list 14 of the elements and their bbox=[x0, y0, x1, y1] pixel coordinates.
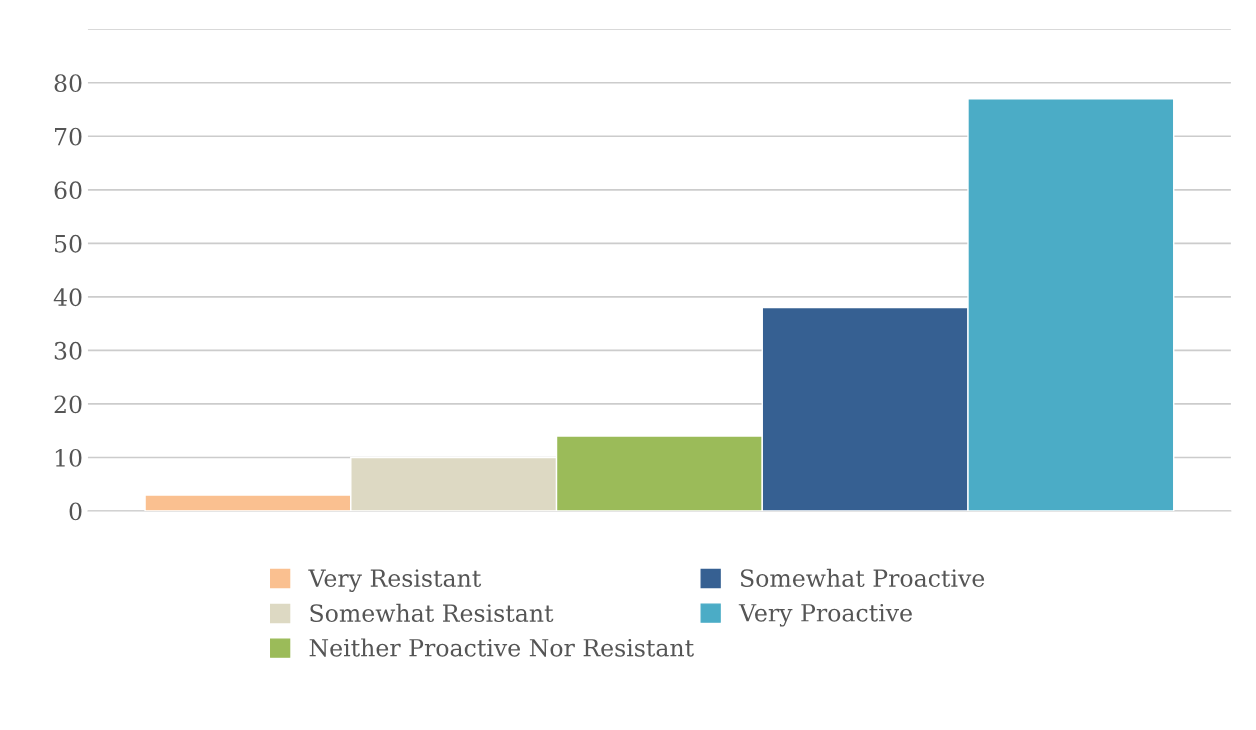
legend-label: Somewhat Resistant bbox=[310, 603, 554, 623]
legend-label: Somewhat Proactive bbox=[740, 568, 985, 588]
y-tick-label: 10 bbox=[55, 448, 82, 467]
y-tick-label: 80 bbox=[54, 74, 82, 93]
y-tick-label: 0 bbox=[69, 502, 82, 521]
legend-label: Very Resistant bbox=[308, 569, 482, 592]
y-tick-label: 60 bbox=[54, 181, 82, 200]
legend-label: Neither Proactive Nor Resistant bbox=[309, 638, 694, 657]
y-tick-label: 70 bbox=[55, 127, 82, 146]
y-tick-label: 20 bbox=[54, 395, 82, 414]
y-tick-label: 30 bbox=[54, 341, 82, 360]
y-tick-label: 50 bbox=[55, 234, 82, 253]
y-tick-label: 40 bbox=[53, 288, 82, 307]
legend-label: Very Proactive bbox=[738, 603, 912, 627]
